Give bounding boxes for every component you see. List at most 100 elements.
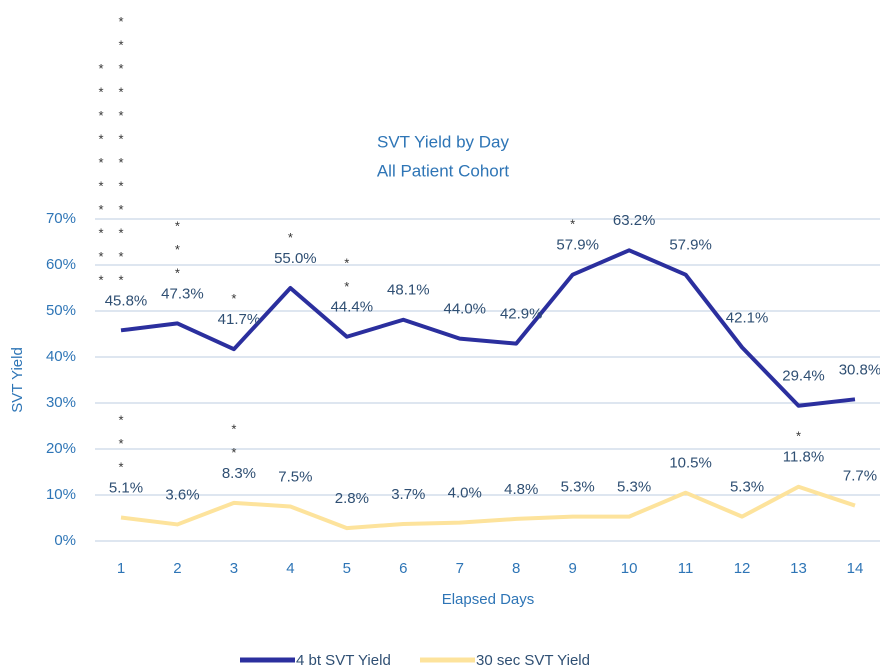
marker-star: *: [98, 61, 103, 76]
y-tick-label: 70%: [46, 210, 76, 227]
data-label: 29.4%: [782, 368, 825, 385]
data-label: 3.6%: [165, 486, 199, 503]
marker-star: *: [118, 14, 123, 29]
marker-star: *: [118, 249, 123, 264]
x-tick-label: 13: [790, 560, 807, 577]
y-tick-label: 10%: [46, 486, 76, 503]
data-label: 5.3%: [617, 479, 651, 496]
y-tick-label: 0%: [54, 532, 76, 549]
marker-star: *: [118, 155, 123, 170]
marker-star: *: [231, 422, 236, 437]
marker-star: *: [118, 179, 123, 194]
data-label: 63.2%: [613, 212, 656, 229]
data-label: 44.4%: [331, 299, 374, 316]
significance-marker: *: [288, 230, 293, 245]
marker-star: *: [98, 202, 103, 217]
data-label: 5.3%: [561, 479, 595, 496]
data-label: 5.1%: [109, 480, 143, 497]
x-tick-label: 8: [512, 560, 520, 577]
marker-star: *: [288, 230, 293, 245]
data-label: 7.7%: [843, 468, 877, 485]
data-label: 30.8%: [839, 361, 880, 378]
marker-star: *: [118, 38, 123, 53]
chart-title: SVT Yield by Day: [377, 132, 509, 151]
data-label: 3.7%: [391, 486, 425, 503]
marker-star: *: [98, 226, 103, 241]
marker-star: *: [570, 217, 575, 232]
y-tick-label: 60%: [46, 256, 76, 273]
marker-star: *: [98, 85, 103, 100]
y-tick-label: 40%: [46, 348, 76, 365]
legend-label: 30 sec SVT Yield: [476, 652, 590, 669]
marker-star: *: [118, 413, 123, 428]
marker-star: *: [98, 249, 103, 264]
data-label: 11.8%: [783, 449, 824, 466]
significance-marker: * *: [344, 256, 349, 295]
x-tick-label: 4: [286, 560, 294, 577]
marker-star: *: [98, 273, 103, 288]
data-label: 41.7%: [218, 311, 261, 328]
data-label: 47.3%: [161, 285, 204, 302]
x-tick-label: 9: [569, 560, 577, 577]
marker-star: *: [344, 256, 349, 271]
marker-star: *: [344, 279, 349, 294]
data-label: 10.5%: [669, 455, 712, 472]
x-tick-label: 14: [847, 560, 864, 577]
x-tick-label: 11: [678, 560, 694, 577]
data-label: 57.9%: [556, 237, 599, 254]
data-label: 44.0%: [443, 301, 486, 318]
marker-star: *: [231, 445, 236, 460]
x-tick-label: 7: [456, 560, 464, 577]
significance-marker: * *: [231, 422, 236, 461]
marker-star: *: [98, 155, 103, 170]
significance-marker: * * *: [118, 413, 123, 475]
marker-star: *: [118, 436, 123, 451]
x-tick-label: 2: [173, 560, 181, 577]
data-label: 4.8%: [504, 481, 538, 498]
significance-marker: *: [231, 292, 236, 307]
significance-marker: * * * * * * * * * *: [98, 61, 103, 288]
y-tick-label: 30%: [46, 394, 76, 411]
data-label: 55.0%: [274, 250, 317, 267]
marker-star: *: [118, 273, 123, 288]
chart-subtitle: All Patient Cohort: [377, 161, 510, 180]
x-tick-label: 5: [343, 560, 351, 577]
marker-star: *: [231, 292, 236, 307]
significance-marker: *: [796, 429, 801, 444]
data-label: 2.8%: [335, 490, 369, 507]
marker-star: *: [118, 108, 123, 123]
y-tick-label: 50%: [46, 302, 76, 319]
data-label: 57.9%: [669, 237, 712, 254]
x-tick-label: 12: [734, 560, 751, 577]
significance-marker: * * * * * * * * * * * *: [118, 14, 123, 288]
x-axis-label: Elapsed Days: [442, 591, 535, 608]
marker-star: *: [118, 85, 123, 100]
data-label: 48.1%: [387, 282, 430, 299]
marker-star: *: [98, 132, 103, 147]
marker-star: *: [175, 242, 180, 257]
data-label: 4.0%: [448, 485, 482, 502]
y-axis-label: SVT Yield: [9, 347, 26, 413]
series-line: [120, 248, 856, 408]
marker-star: *: [175, 219, 180, 234]
marker-star: *: [98, 179, 103, 194]
legend-label: 4 bt SVT Yield: [296, 652, 391, 669]
data-label: 7.5%: [278, 468, 312, 485]
marker-star: *: [118, 202, 123, 217]
marker-star: *: [118, 61, 123, 76]
y-tick-label: 20%: [46, 440, 76, 457]
significance-marker: *: [570, 217, 575, 232]
marker-star: *: [118, 460, 123, 475]
data-label: 5.3%: [730, 479, 764, 496]
x-tick-label: 6: [399, 560, 407, 577]
marker-star: *: [118, 226, 123, 241]
data-label: 42.9%: [500, 306, 543, 323]
data-label: 42.1%: [726, 309, 769, 326]
x-tick-label: 10: [621, 560, 638, 577]
data-label: 8.3%: [222, 465, 256, 482]
data-label: 45.8%: [105, 292, 148, 309]
x-tick-label: 1: [117, 560, 125, 577]
significance-marker: * * *: [175, 219, 180, 281]
marker-star: *: [796, 429, 801, 444]
